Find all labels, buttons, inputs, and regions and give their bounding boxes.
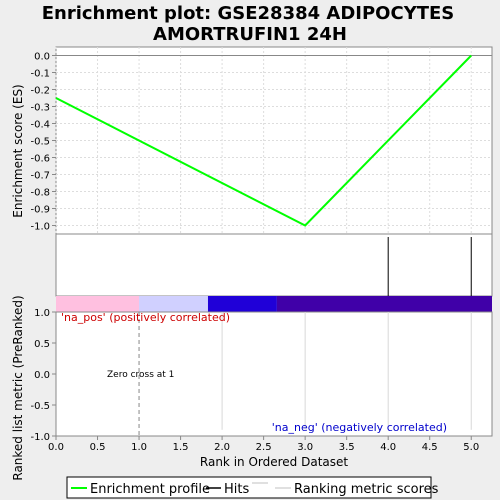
color-bar-segment bbox=[276, 296, 492, 312]
x-tick-label: 4.0 bbox=[380, 442, 396, 453]
es-y-tick-label: -0.6 bbox=[30, 154, 50, 165]
zero-cross-label: Zero cross at 1 bbox=[107, 370, 174, 380]
pos-label: 'na_pos' (positively correlated) bbox=[61, 311, 230, 324]
metric-lines-group bbox=[221, 312, 472, 430]
metric-y-tick-label: -1.0 bbox=[30, 432, 50, 443]
legend-label-ranking: Ranking metric scores bbox=[294, 482, 439, 497]
x-tick-label: 1.5 bbox=[173, 442, 189, 453]
es-y-tick-label: -1.0 bbox=[30, 222, 50, 233]
es-y-tick-label: -0.5 bbox=[30, 137, 50, 148]
es-series-group bbox=[55, 54, 472, 227]
metric-y-tick-label: 0.0 bbox=[34, 370, 50, 381]
x-tick-label: 2.5 bbox=[256, 442, 272, 453]
es-y-tick-label: -0.2 bbox=[30, 86, 50, 97]
es-y-tick-label: -0.3 bbox=[30, 103, 50, 114]
es-y-tick-label: -0.1 bbox=[30, 69, 50, 80]
metric-y-tick-label: -0.5 bbox=[30, 401, 50, 412]
neg-label: 'na_neg' (negatively correlated) bbox=[272, 421, 447, 434]
es-y-axis-label: Enrichment score (ES) bbox=[11, 84, 25, 217]
metric-y-axis: 1.0 0.5 0.0 -0.5 -1.0 bbox=[30, 308, 56, 443]
metric-y-tick-label: 1.0 bbox=[34, 308, 50, 319]
x-tick-label: 4.5 bbox=[422, 442, 438, 453]
x-tick-label: 5.0 bbox=[463, 442, 479, 453]
legend-box bbox=[66, 476, 432, 499]
ranking-color-bar bbox=[56, 296, 492, 312]
es-y-axis: 0.0 -0.1 -0.2 -0.3 -0.4 -0.5 -0.6 -0.7 -0.8 -0.9 -… bbox=[30, 52, 56, 233]
x-tick-label: 1.0 bbox=[131, 442, 147, 453]
hits-group bbox=[387, 237, 472, 296]
legend-label-hits: Hits bbox=[224, 482, 249, 497]
x-tick-label: 3.5 bbox=[339, 442, 355, 453]
es-y-tick-label: -0.8 bbox=[30, 188, 50, 199]
metric-y-tick-label: 0.5 bbox=[34, 339, 50, 350]
metric-y-axis-label: Ranked list metric (PreRanked) bbox=[11, 295, 25, 480]
color-bar-segment bbox=[139, 296, 208, 312]
color-bar-segment bbox=[56, 296, 140, 312]
es-y-tick-label: -0.7 bbox=[30, 171, 50, 182]
es-y-tick-label: -0.4 bbox=[30, 120, 50, 131]
es-y-tick-label: 0.0 bbox=[34, 52, 50, 63]
enrichment-profile-line bbox=[55, 54, 472, 227]
legend-label-enrichment: Enrichment profile bbox=[90, 482, 210, 497]
x-axis-label: Rank in Ordered Dataset bbox=[200, 455, 348, 469]
es-y-tick-label: -0.9 bbox=[30, 205, 50, 216]
x-tick-label: 2.0 bbox=[214, 442, 230, 453]
hits-panel bbox=[55, 233, 493, 297]
x-tick-label: 0.5 bbox=[90, 442, 106, 453]
chart-title-line1: Enrichment plot: GSE28384 ADIPOCYTES bbox=[42, 3, 455, 24]
x-axis: 0.0 0.5 1.0 1.5 2.0 2.5 3.0 3.5 4.0 4.5 5.0 bbox=[48, 436, 479, 453]
color-bar-segment bbox=[207, 296, 277, 312]
x-tick-label: 3.0 bbox=[297, 442, 313, 453]
chart-title-line2: AMORTRUFIN1 24H bbox=[153, 24, 347, 45]
metric-plot-area bbox=[55, 311, 493, 437]
x-tick-label: 0.0 bbox=[48, 442, 64, 453]
